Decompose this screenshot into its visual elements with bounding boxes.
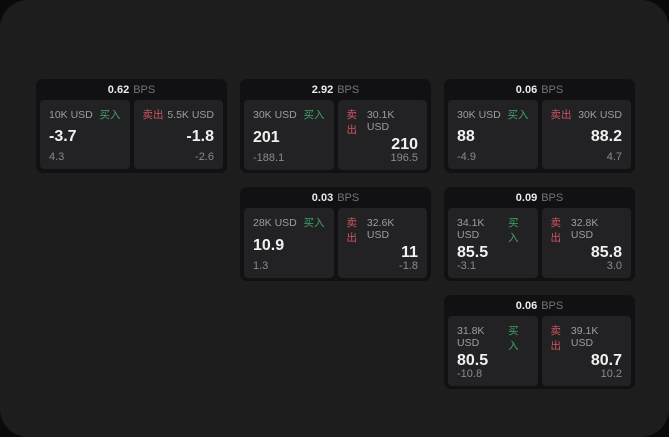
sell-price: 88.2 <box>590 128 622 145</box>
quote-panels: 31.8K USD 买入 80.5 -10.8 卖出 39.1K USD 80.… <box>448 316 631 386</box>
sell-side-label: 卖出 <box>346 109 358 136</box>
buy-side-label: 买入 <box>508 325 519 352</box>
buy-size-label: 30K USD <box>457 109 501 121</box>
bps-header: 0.09 BPS <box>448 187 631 208</box>
buy-price: 88 <box>457 128 475 145</box>
sell-price: 11 <box>401 244 418 261</box>
quote-panels: 30K USD 买入 88 -4.9 卖出 30K USD 88.2 4.7 <box>448 100 631 169</box>
buy-change: 1.3 <box>253 260 269 272</box>
buy-side-label: 买入 <box>508 217 519 244</box>
sell-size-label: 32.6K USD <box>366 217 395 241</box>
bps-value: 0.03 <box>311 191 334 204</box>
sell-size-label: 30.1K USD <box>366 109 395 133</box>
bps-header: 2.92 BPS <box>244 79 427 100</box>
sell-change: 196.5 <box>390 152 418 164</box>
bps-unit-label: BPS <box>541 299 564 312</box>
sell-panel[interactable]: 卖出 30K USD 88.2 4.7 <box>541 100 631 169</box>
bps-value: 0.06 <box>515 299 538 312</box>
bps-header: 0.06 BPS <box>448 79 631 100</box>
buy-price: 201 <box>253 128 280 146</box>
sell-panel[interactable]: 卖出 32.8K USD 85.8 3.0 <box>541 208 631 278</box>
buy-panel[interactable]: 34.1K USD 买入 85.5 -3.1 <box>448 208 538 278</box>
buy-change: -10.8 <box>457 368 483 380</box>
sell-price: 210 <box>391 136 418 153</box>
buy-price: 10.9 <box>253 236 285 254</box>
sell-panel[interactable]: 卖出 5.5K USD -1.8 -2.6 <box>133 100 223 169</box>
sell-size-label: 30K USD <box>578 109 622 121</box>
buy-panel[interactable]: 28K USD 买入 10.9 1.3 <box>244 208 334 278</box>
sell-panel[interactable]: 卖出 32.6K USD 11 -1.8 <box>337 208 427 278</box>
buy-size-label: 34.1K USD <box>457 217 485 241</box>
bps-header: 0.62 BPS <box>40 79 223 100</box>
bps-unit-label: BPS <box>133 83 156 96</box>
bps-header: 0.06 BPS <box>448 295 631 316</box>
sell-change: 10.2 <box>600 368 622 380</box>
buy-side-label: 买入 <box>99 109 121 121</box>
bps-unit-label: BPS <box>337 83 360 96</box>
sell-price: 80.7 <box>590 352 622 369</box>
buy-panel[interactable]: 31.8K USD 买入 80.5 -10.8 <box>448 316 538 386</box>
bps-unit-label: BPS <box>337 191 360 204</box>
buy-panel[interactable]: 10K USD 买入 -3.7 4.3 <box>40 100 130 169</box>
buy-price: 85.5 <box>457 244 489 261</box>
sell-change: -2.6 <box>195 151 214 163</box>
sell-price: 85.8 <box>590 244 622 261</box>
sell-side-label: 卖出 <box>346 217 358 244</box>
buy-change: 4.3 <box>49 151 65 163</box>
quote-card: 0.06 BPS 30K USD 买入 88 -4.9 卖出 30K USD 8… <box>444 79 635 173</box>
cards-grid: 0.62 BPS 10K USD 买入 -3.7 4.3 卖出 5.5K USD… <box>36 79 635 389</box>
sell-size-label: 32.8K USD <box>570 217 599 241</box>
bps-header: 0.03 BPS <box>244 187 427 208</box>
buy-size-label: 28K USD <box>253 217 297 229</box>
bps-value: 2.92 <box>311 83 334 96</box>
quote-card: 2.92 BPS 30K USD 买入 201 -188.1 卖出 30.1K … <box>240 79 431 173</box>
bps-value: 0.06 <box>515 83 538 96</box>
buy-price: -3.7 <box>49 128 77 145</box>
buy-side-label: 买入 <box>303 217 325 229</box>
sell-side-label: 卖出 <box>142 109 164 121</box>
buy-size-label: 31.8K USD <box>457 325 485 349</box>
bps-value: 0.09 <box>515 191 538 204</box>
sell-change: 3.0 <box>606 260 622 272</box>
buy-side-label: 买入 <box>303 109 325 121</box>
buy-size-label: 10K USD <box>49 109 93 121</box>
sell-panel[interactable]: 卖出 30.1K USD 210 196.5 <box>337 100 427 170</box>
buy-panel[interactable]: 30K USD 买入 201 -188.1 <box>244 100 334 170</box>
sell-side-label: 卖出 <box>550 325 562 352</box>
quote-panels: 34.1K USD 买入 85.5 -3.1 卖出 32.8K USD 85.8… <box>448 208 631 278</box>
buy-change: -4.9 <box>457 151 476 163</box>
sell-change: 4.7 <box>606 151 622 163</box>
sell-size-label: 39.1K USD <box>570 325 599 349</box>
sell-panel[interactable]: 卖出 39.1K USD 80.7 10.2 <box>541 316 631 386</box>
quote-card: 0.06 BPS 31.8K USD 买入 80.5 -10.8 卖出 39.1… <box>444 295 635 389</box>
buy-change: -188.1 <box>253 152 285 164</box>
sell-side-label: 卖出 <box>550 217 562 244</box>
buy-side-label: 买入 <box>507 109 529 121</box>
buy-change: -3.1 <box>457 260 476 272</box>
sell-size-label: 5.5K USD <box>167 109 214 121</box>
sell-change: -1.8 <box>399 260 418 272</box>
bps-unit-label: BPS <box>541 191 564 204</box>
quote-card: 0.03 BPS 28K USD 买入 10.9 1.3 卖出 32.6K US… <box>240 187 431 281</box>
quote-panels: 30K USD 买入 201 -188.1 卖出 30.1K USD 210 1… <box>244 100 427 170</box>
quote-panels: 28K USD 买入 10.9 1.3 卖出 32.6K USD 11 -1.8 <box>244 208 427 278</box>
bps-unit-label: BPS <box>541 83 564 96</box>
quote-panels: 10K USD 买入 -3.7 4.3 卖出 5.5K USD -1.8 -2.… <box>40 100 223 169</box>
buy-panel[interactable]: 30K USD 买入 88 -4.9 <box>448 100 538 169</box>
buy-size-label: 30K USD <box>253 109 297 121</box>
quote-card: 0.09 BPS 34.1K USD 买入 85.5 -3.1 卖出 32.8K… <box>444 187 635 281</box>
buy-price: 80.5 <box>457 352 489 369</box>
bps-value: 0.62 <box>107 83 130 96</box>
sell-price: -1.8 <box>186 128 214 145</box>
quote-card: 0.62 BPS 10K USD 买入 -3.7 4.3 卖出 5.5K USD… <box>36 79 227 173</box>
sell-side-label: 卖出 <box>550 109 572 121</box>
